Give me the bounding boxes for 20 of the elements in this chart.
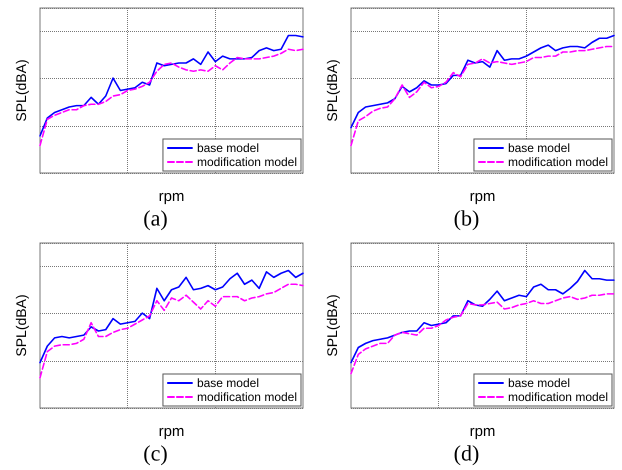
text: (b) [454, 206, 480, 230]
y-axis-title: SPL(dBA) [13, 294, 29, 357]
legend-label: modification model [196, 155, 298, 169]
text: (c) [143, 440, 168, 466]
legend-label: base model [508, 376, 570, 390]
x-axis-title: rpm [158, 423, 184, 440]
y-axis-title: SPL(dBA) [13, 59, 29, 122]
legend-label: base model [196, 141, 259, 155]
y-axis-title: SPL(dBA) [324, 294, 340, 357]
x-axis-title: rpm [470, 423, 496, 440]
y-axis-title: SPL(dBA) [324, 59, 340, 122]
legend-label: modification model [508, 155, 608, 169]
text: (a) [143, 206, 168, 230]
legend-label: modification model [196, 390, 298, 404]
legend-label: base model [508, 141, 570, 155]
x-axis-title: rpm [470, 188, 496, 205]
text: (d) [454, 440, 480, 466]
legend-label: modification model [508, 390, 608, 404]
x-axis-title: rpm [158, 188, 184, 205]
legend-label: base model [196, 376, 259, 390]
